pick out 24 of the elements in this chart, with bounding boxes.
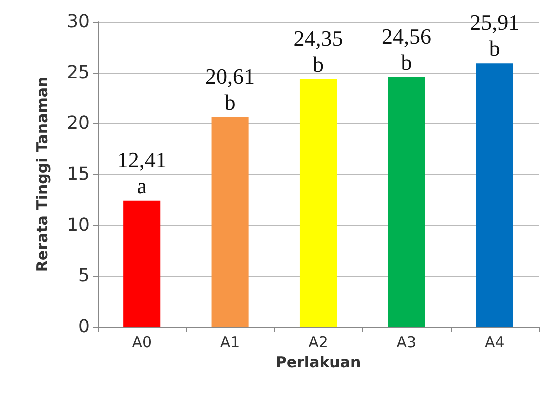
bar [476, 64, 514, 327]
y-tick-label: 10 [67, 214, 90, 236]
x-tick-label: A2 [308, 334, 328, 352]
x-tick-label: A3 [396, 334, 417, 352]
y-tick-label: 20 [67, 113, 90, 134]
x-tick-label: A0 [132, 334, 152, 352]
data-label: 24,56 b [382, 24, 432, 75]
y-tick-label: 5 [78, 266, 90, 287]
bar [124, 200, 161, 327]
y-tick-label: 25 [67, 62, 90, 84]
x-tick-label: A1 [220, 334, 240, 352]
y-axis-title: Rerata Tinggi Tanaman [34, 76, 52, 272]
data-label: 24,35 b [294, 26, 344, 77]
data-label: 25,91 b [470, 10, 520, 62]
data-label: 20,61 b [206, 64, 256, 115]
y-tick-label: 30 [67, 12, 90, 32]
x-axis-title: Perlakuan [276, 353, 362, 372]
y-tick-label: 0 [78, 316, 90, 338]
bar [212, 117, 249, 327]
data-label: 12,41 a [117, 147, 167, 198]
y-tick-label: 15 [67, 164, 90, 185]
bar [300, 79, 338, 327]
bar [388, 77, 426, 327]
x-tick-label: A4 [484, 334, 505, 352]
